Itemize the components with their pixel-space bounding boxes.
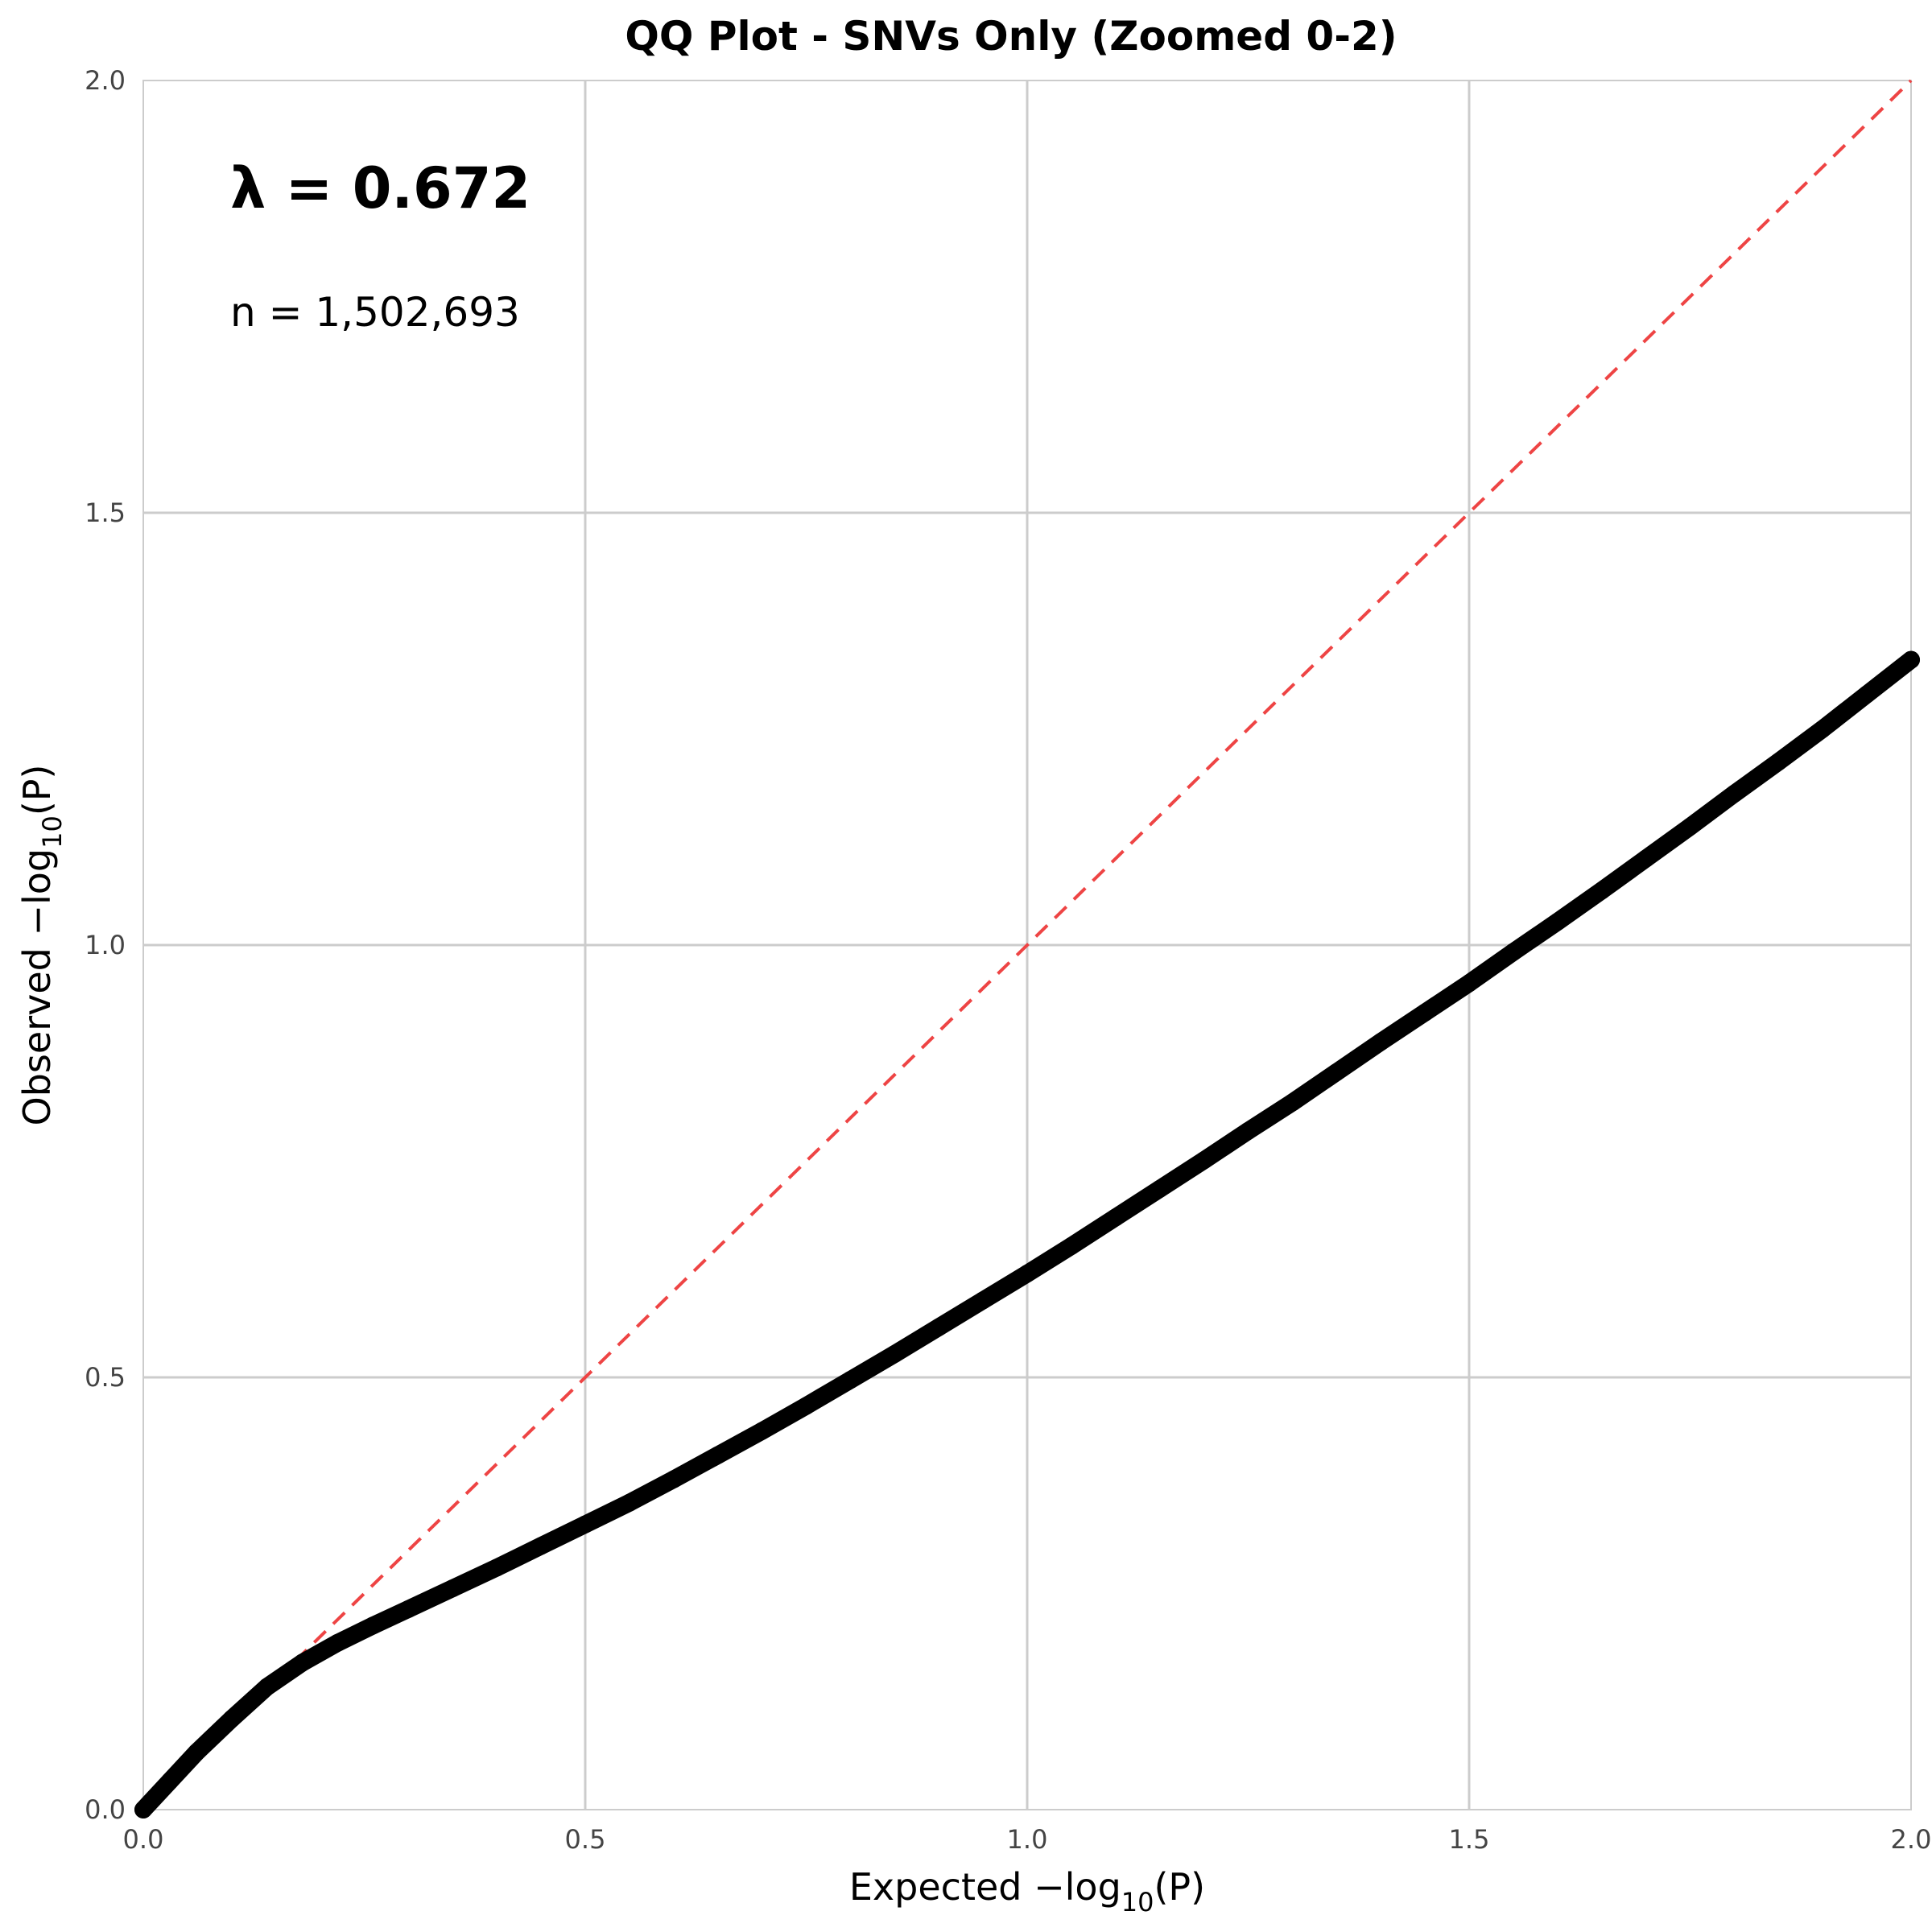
data-point <box>841 1371 860 1389</box>
reference-diagonal-line <box>142 79 1913 1811</box>
data-point <box>1637 849 1655 868</box>
data-point <box>886 1345 904 1363</box>
y-tick-label: 0.0 <box>85 1794 126 1825</box>
data-point <box>576 1515 594 1534</box>
y-tick-label: 2.0 <box>85 65 126 96</box>
data-point <box>1327 1063 1346 1081</box>
x-axis-label: Expected −log10(P) <box>849 1865 1205 1918</box>
data-point <box>1106 1208 1125 1227</box>
data-point <box>708 1446 727 1464</box>
data-point <box>1372 1033 1390 1051</box>
data-point <box>1283 1093 1302 1112</box>
chart-title: QQ Plot - SNVs Only (Zoomed 0-2) <box>625 13 1397 60</box>
data-point <box>1195 1151 1213 1170</box>
data-point <box>532 1537 551 1555</box>
data-point <box>444 1579 462 1598</box>
y-tick-labels: 0.0 0.5 1.0 1.5 2.0 <box>85 65 126 1825</box>
y-tick-label: 1.5 <box>85 497 126 528</box>
data-point <box>364 1616 382 1635</box>
data-point <box>1416 1003 1435 1022</box>
data-point <box>797 1397 815 1415</box>
data-point <box>134 1801 152 1818</box>
lambda-annotation: λ = 0.672 <box>230 155 530 221</box>
data-point <box>1592 881 1611 900</box>
x-tick-label: 0.5 <box>565 1824 606 1855</box>
data-point <box>1062 1236 1080 1255</box>
x-tick-label: 1.5 <box>1449 1824 1490 1855</box>
data-point <box>974 1291 993 1310</box>
y-tick-label: 0.5 <box>85 1362 126 1393</box>
data-point <box>753 1422 771 1440</box>
sample-count-annotation: n = 1,502,693 <box>230 289 520 336</box>
data-point <box>1239 1121 1257 1140</box>
data-point <box>930 1318 948 1336</box>
data-point <box>1018 1265 1036 1283</box>
x-tick-labels: 0.0 0.5 1.0 1.5 2.0 <box>123 1824 1932 1855</box>
y-tick-label: 1.0 <box>85 930 126 960</box>
data-point <box>1504 943 1522 961</box>
data-point <box>488 1558 506 1577</box>
data-point <box>222 1710 241 1728</box>
x-tick-label: 1.0 <box>1007 1824 1048 1855</box>
data-point <box>187 1744 205 1762</box>
data-point <box>399 1600 418 1618</box>
plot-frame <box>142 80 1912 1810</box>
data-point <box>328 1633 347 1652</box>
data-point <box>664 1470 683 1488</box>
data-point <box>293 1653 312 1672</box>
data-point <box>1725 785 1744 803</box>
x-tick-label: 0.0 <box>123 1824 164 1855</box>
y-axis-label: Observed −log10(P) <box>15 765 68 1126</box>
series-points <box>134 650 1920 1818</box>
data-point <box>620 1493 638 1512</box>
data-point <box>1902 650 1920 669</box>
data-point <box>1548 913 1567 931</box>
data-point <box>1681 817 1699 836</box>
data-point <box>1150 1179 1169 1198</box>
data-point <box>1460 974 1478 993</box>
x-tick-label: 2.0 <box>1891 1824 1932 1855</box>
data-point <box>1814 720 1832 738</box>
data-point <box>160 1772 179 1790</box>
data-point <box>1769 753 1788 771</box>
data-point <box>258 1678 276 1696</box>
data-point <box>1858 685 1876 704</box>
